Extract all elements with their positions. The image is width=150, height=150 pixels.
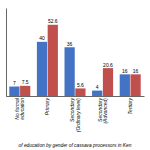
bar — [20, 86, 30, 96]
y-axis — [6, 9, 7, 97]
y-axis-line — [6, 9, 7, 97]
bar — [92, 91, 102, 96]
data-label: 52.6 — [48, 18, 58, 24]
x-tick-label-line: education — [19, 98, 25, 120]
x-tick-label-line: (Advanced) — [102, 98, 108, 124]
x-tick-label: Secondary(Ordinary level) — [69, 98, 81, 133]
bar — [75, 88, 85, 96]
data-label: 7.5 — [22, 79, 29, 85]
data-label: 5.6 — [77, 82, 84, 88]
x-tick-label-line: Tertiary — [127, 98, 133, 115]
data-label: 4 — [96, 84, 99, 90]
bar — [120, 74, 130, 96]
x-axis: No formaleducation Primary Secondary(Ordin… — [7, 97, 145, 133]
data-label: 16 — [122, 68, 128, 74]
chart: No formaleducation Primary Secondary(Ordin… — [0, 0, 150, 150]
x-tick: Primary — [44, 98, 50, 116]
bar — [64, 47, 74, 96]
x-axis-line — [7, 96, 145, 97]
x-tick: Tertiary — [127, 98, 133, 115]
x-tick-label-line: (Ordinary level) — [75, 98, 81, 133]
caption: of education by gender of cassava proces… — [19, 143, 132, 148]
data-label: 7 — [13, 80, 16, 86]
data-labels: 7 40 36 4 16 7.5 52.6 5.6 20.6 16 — [13, 18, 139, 90]
data-label: 40 — [39, 35, 45, 41]
x-tick: Secondary(Ordinary level) — [69, 98, 81, 133]
bar — [103, 68, 113, 96]
chart-container: No formaleducation Primary Secondary(Ordin… — [0, 0, 150, 150]
x-tick-label: Secondary(Advanced) — [97, 98, 109, 124]
bar — [37, 42, 47, 96]
data-label: 20.6 — [103, 62, 113, 68]
x-tick-label: Tertiary — [127, 98, 133, 115]
bar — [130, 74, 140, 96]
bars — [9, 25, 140, 96]
bar — [9, 87, 19, 96]
x-tick-label-line: Primary — [44, 98, 50, 116]
x-tick-label: Primary — [44, 98, 50, 116]
x-tick: Secondary(Advanced) — [97, 98, 109, 124]
bar — [48, 25, 58, 96]
data-label: 16 — [133, 68, 139, 74]
x-tick-label: No formaleducation — [14, 97, 26, 120]
x-tick: No formaleducation — [14, 97, 26, 120]
data-label: 36 — [67, 41, 73, 47]
